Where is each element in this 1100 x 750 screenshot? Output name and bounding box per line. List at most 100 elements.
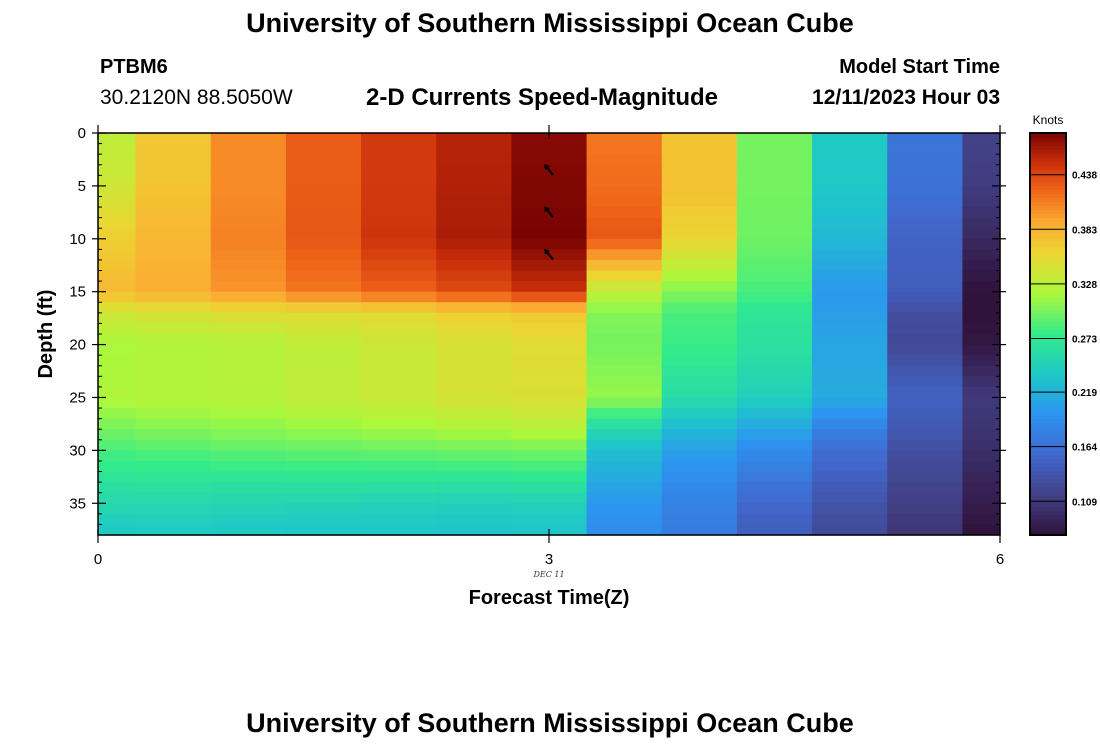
heatmap-cell (962, 133, 1001, 145)
heatmap-cell (436, 439, 513, 451)
heatmap-cell (436, 503, 513, 515)
heatmap-cell (661, 450, 738, 462)
colorbar-segment (1030, 422, 1066, 428)
heatmap-cell (736, 207, 813, 219)
heatmap-cell (285, 344, 362, 356)
heatmap-cell (511, 418, 588, 430)
heatmap-cell (436, 355, 513, 367)
heatmap-cell (812, 133, 888, 145)
heatmap-cell (361, 355, 437, 367)
heatmap-cell (361, 196, 437, 208)
heatmap-cell (285, 312, 362, 325)
heatmap-cell (98, 460, 137, 473)
heatmap-cell (812, 365, 888, 377)
heatmap-cell (586, 323, 663, 335)
heatmap-cell (135, 312, 212, 325)
heatmap-cell (736, 344, 813, 356)
heatmap-cell (661, 143, 738, 155)
heatmap-cell (586, 439, 663, 451)
heatmap-cell (736, 334, 813, 346)
current-vector-arrow (544, 164, 554, 176)
colorbar-segment (1030, 390, 1066, 395)
heatmap-cell (736, 291, 813, 303)
colorbar-segment (1030, 213, 1066, 219)
heatmap-cell (812, 154, 888, 166)
heatmap-cell (436, 513, 513, 526)
heatmap-cell (736, 386, 813, 399)
heatmap-cell (361, 154, 437, 166)
colorbar-segment (1030, 510, 1066, 516)
heatmap-cell (736, 376, 813, 388)
heatmap-cell (962, 376, 1001, 388)
heatmap-cell (210, 376, 287, 388)
heatmap-cell (887, 228, 964, 240)
heatmap-cell (511, 503, 588, 515)
colorbar-segment (1030, 462, 1066, 468)
heatmap-cell (812, 281, 888, 293)
heatmap-cell (98, 376, 137, 388)
heatmap-cell (586, 365, 663, 377)
heatmap-cell (135, 323, 212, 335)
heatmap-cell (586, 334, 663, 346)
x-tick-label: 6 (996, 551, 1004, 568)
heatmap-cell (436, 492, 513, 504)
heatmap-cell (887, 133, 964, 145)
heatmap-cell (135, 207, 212, 219)
y-tick-label: 20 (69, 337, 86, 354)
y-tick-label: 10 (69, 231, 86, 248)
heatmap-cell (812, 471, 888, 483)
heatmap-cells (98, 133, 1001, 536)
heatmap-cell (812, 418, 888, 430)
colorbar-tick-label: 0.438 (1072, 171, 1097, 182)
heatmap-cell (511, 408, 588, 420)
heatmap-cell (661, 471, 738, 483)
colorbar-segment (1030, 165, 1066, 170)
heatmap-cell (98, 238, 137, 250)
heatmap-cell (511, 513, 588, 526)
colorbar-tick-label: 0.273 (1072, 334, 1097, 345)
heatmap-cell (361, 492, 437, 504)
heatmap-cell (285, 503, 362, 515)
heatmap-cell (285, 386, 362, 399)
heatmap-cell (210, 513, 287, 526)
colorbar-segment (1030, 209, 1066, 214)
colorbar-segment (1030, 446, 1066, 452)
heatmap-cell (98, 143, 137, 155)
heatmap-cell (962, 355, 1001, 367)
heatmap-cell (586, 196, 663, 208)
heatmap-cell (887, 281, 964, 293)
heatmap-cell (962, 196, 1001, 208)
heatmap-cell (962, 249, 1001, 261)
heatmap-cell (361, 164, 437, 176)
heatmap-cell (736, 365, 813, 377)
heatmap-cell (511, 281, 588, 293)
heatmap-cell (210, 228, 287, 240)
colorbar-segment (1030, 414, 1066, 420)
heatmap-cell (661, 217, 738, 229)
heatmap-cell (586, 429, 663, 441)
heatmap-cell (736, 270, 813, 282)
heatmap-cell (511, 238, 588, 250)
heatmap-cell (511, 270, 588, 282)
heatmap-cell (210, 471, 287, 483)
heatmap-cell (98, 175, 137, 187)
heatmap-cell (661, 154, 738, 166)
heatmap-cell (736, 355, 813, 367)
heatmap-cell (736, 238, 813, 250)
heatmap-cell (812, 344, 888, 356)
heatmap-cell (436, 259, 513, 272)
heatmap-cell (511, 365, 588, 377)
heatmap-cell (586, 175, 663, 187)
heatmap-cell (436, 175, 513, 187)
colorbar-segment (1030, 137, 1066, 142)
heatmap-cell (812, 164, 888, 176)
colorbar-segment (1030, 237, 1066, 243)
colorbar-segment (1030, 265, 1066, 271)
colorbar-segment (1030, 350, 1066, 355)
heatmap-cell (736, 513, 813, 526)
colorbar-segment (1030, 490, 1066, 496)
heatmap-cell (586, 344, 663, 356)
colorbar-segment (1030, 269, 1066, 275)
heatmap-cell (887, 344, 964, 356)
heatmap-cell (361, 259, 437, 272)
